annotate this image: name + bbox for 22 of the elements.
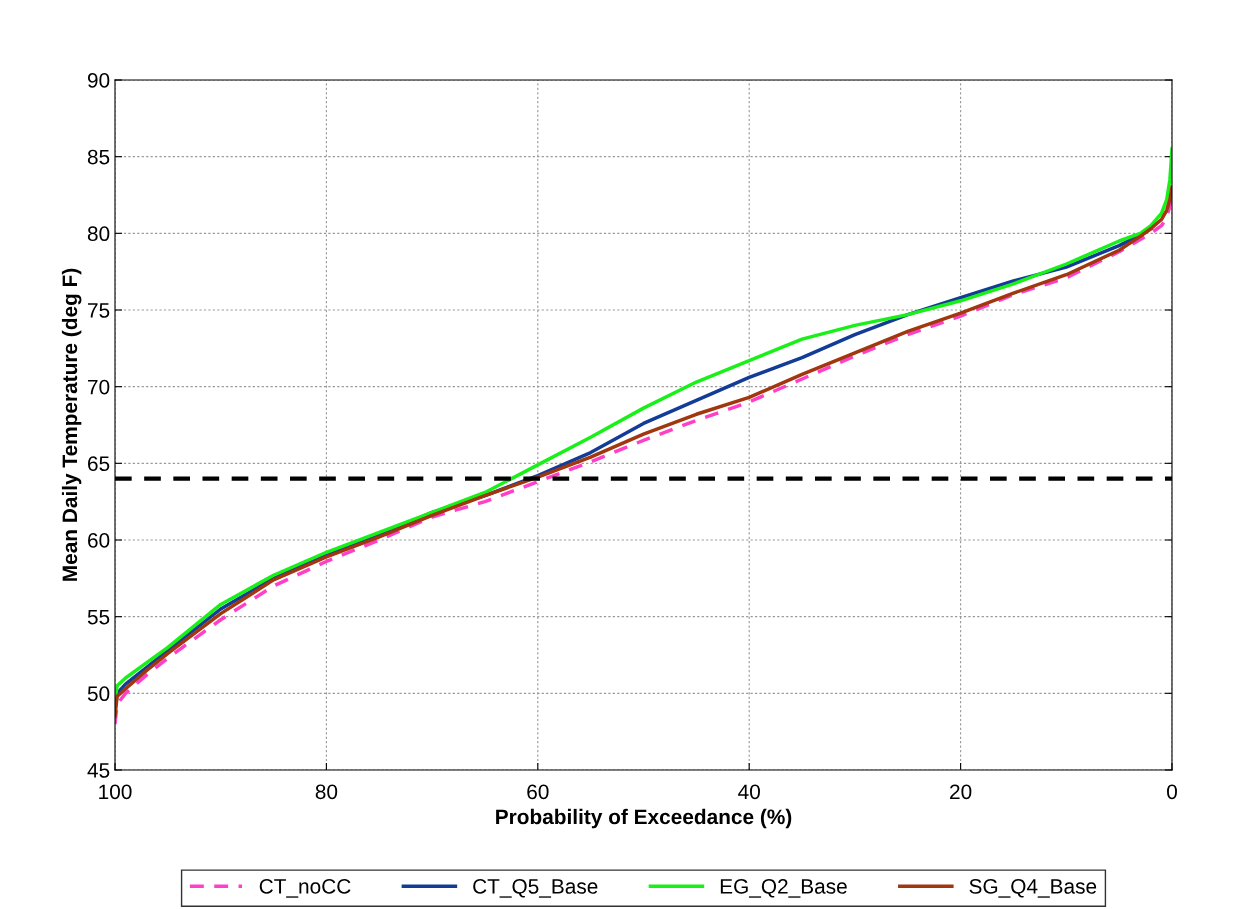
legend-label: SG_Q4_Base bbox=[969, 879, 1097, 898]
y-tick-label: 65 bbox=[88, 456, 110, 472]
x-tick-label: 100 bbox=[99, 784, 132, 800]
y-tick-label: 80 bbox=[87, 226, 110, 242]
y-tick-label: 70 bbox=[88, 379, 110, 395]
x-tick-label: 20 bbox=[950, 784, 972, 800]
y-tick-label: 90 bbox=[87, 73, 110, 88]
y-tick-label: 75 bbox=[88, 303, 110, 318]
x-axis-title: Probability of Exceedance (%) bbox=[496, 808, 792, 829]
y-tick-label: 55 bbox=[87, 609, 110, 625]
x-tick-label: 40 bbox=[738, 784, 760, 800]
legend-label: CT_noCC bbox=[259, 879, 351, 898]
x-tick-label: 80 bbox=[315, 784, 338, 800]
legend-label: EG_Q2_Base bbox=[720, 879, 847, 898]
y-axis-title: Mean Daily Temperature (deg F) bbox=[61, 268, 82, 581]
y-tick-label: 85 bbox=[87, 149, 110, 165]
x-tick-label: 0 bbox=[1167, 784, 1177, 800]
y-tick-label: 45 bbox=[87, 763, 110, 778]
legend-label: CT_Q5_Base bbox=[473, 879, 598, 898]
y-tick-label: 60 bbox=[88, 533, 110, 548]
x-tick-label: 60 bbox=[527, 784, 549, 800]
y-tick-label: 50 bbox=[87, 686, 110, 702]
